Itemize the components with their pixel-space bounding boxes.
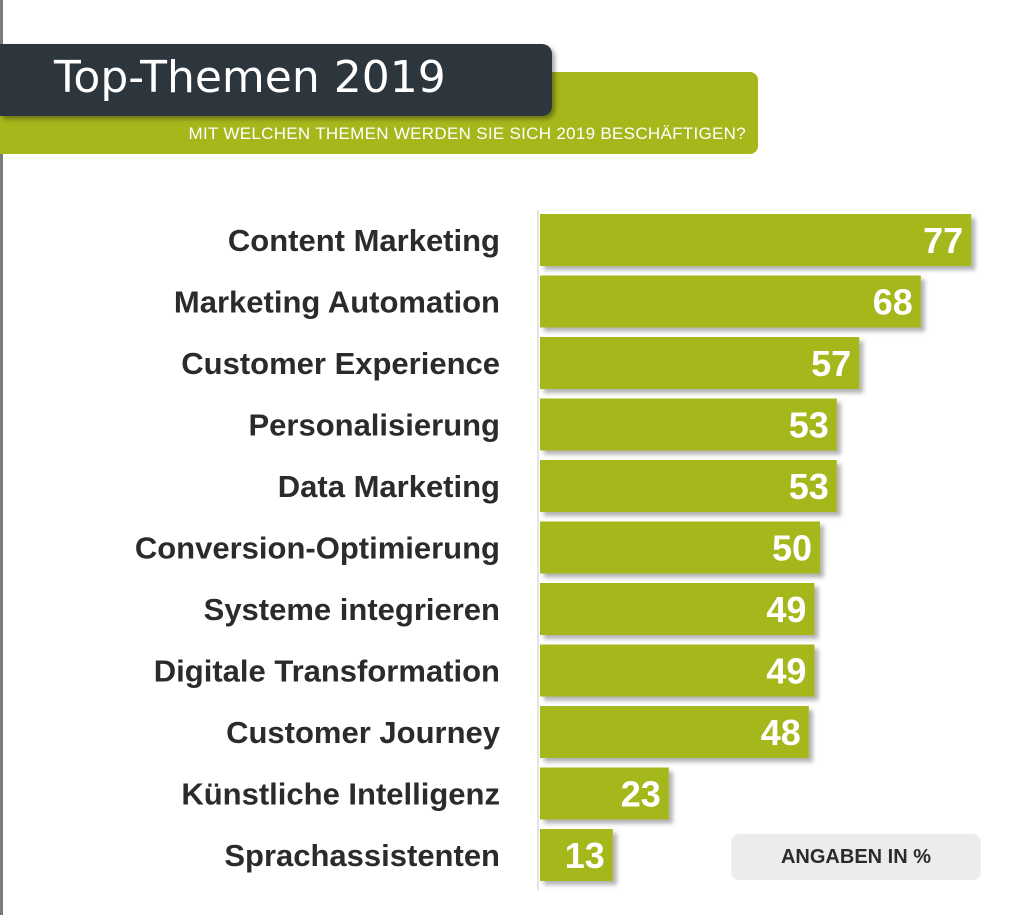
- data-label: 53: [789, 405, 829, 446]
- category-label: Künstliche Intelligenz: [181, 777, 500, 812]
- category-label: Conversion-Optimierung: [135, 531, 500, 566]
- bar: [540, 521, 820, 574]
- bar: [540, 644, 815, 697]
- bar: [540, 767, 669, 820]
- data-label: 49: [766, 589, 806, 630]
- data-label: 23: [621, 774, 661, 815]
- bar: [540, 337, 860, 389]
- data-label: 48: [761, 712, 801, 753]
- unit-note-badge: ANGABEN IN %: [731, 834, 981, 880]
- bar: [540, 583, 815, 635]
- category-label: Content Marketing: [228, 223, 500, 258]
- data-label: 53: [789, 466, 829, 507]
- bar: [540, 398, 837, 451]
- data-label: 68: [873, 282, 913, 323]
- bar: [540, 275, 921, 328]
- data-label: 77: [923, 220, 963, 261]
- data-label: 50: [772, 528, 812, 569]
- category-label: Personalisierung: [248, 408, 500, 443]
- chart-title: Top-Themen 2019: [54, 52, 446, 103]
- bar: [540, 706, 809, 758]
- bar: [540, 829, 613, 881]
- data-label: 13: [565, 835, 605, 876]
- category-label: Systeme integrieren: [204, 592, 500, 627]
- bar: [540, 214, 972, 266]
- category-label: Customer Journey: [226, 715, 501, 750]
- data-label: 49: [766, 651, 806, 692]
- category-label: Sprachassistenten: [224, 838, 500, 873]
- chart-subtitle: MIT WELCHEN THEMEN WERDEN SIE SICH 2019 …: [188, 124, 746, 143]
- data-label: 57: [811, 343, 851, 384]
- category-label: Marketing Automation: [174, 285, 500, 320]
- bar-chart: Content Marketing 77 Marketing Automation 6…: [135, 210, 972, 890]
- category-label: Digitale Transformation: [154, 654, 500, 689]
- category-label: Customer Experience: [181, 346, 500, 381]
- bar: [540, 460, 837, 512]
- left-border-rule: [0, 0, 3, 915]
- title-box: Top-Themen 2019: [0, 44, 552, 116]
- category-label: Data Marketing: [278, 469, 500, 504]
